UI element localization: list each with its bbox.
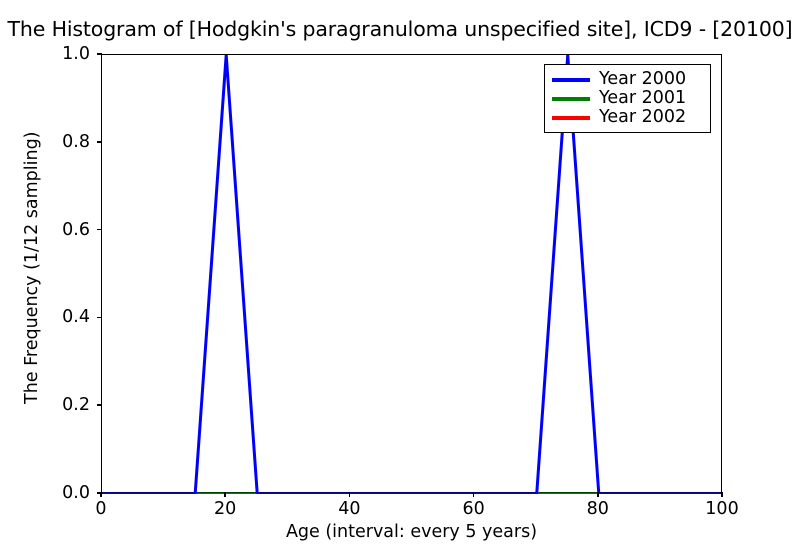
y-axis-tick-mark	[97, 316, 102, 319]
series-line	[102, 55, 723, 494]
series-plot	[102, 55, 723, 494]
y-axis-tick-mark	[97, 492, 102, 494]
legend-label: Year 2000	[599, 69, 687, 89]
x-axis-tick-label: 0	[95, 499, 107, 519]
y-axis-tick-label: 0.6	[62, 219, 90, 240]
y-axis-tick-mark	[97, 404, 102, 406]
x-axis-label: Age (interval: every 5 years)	[285, 522, 538, 542]
legend-label: Year 2001	[599, 88, 687, 108]
legend-color-swatch	[552, 96, 590, 101]
x-axis-tick-mark	[100, 492, 102, 497]
y-axis-tick-mark	[97, 228, 102, 231]
y-axis-tick-label: 0.2	[62, 395, 90, 416]
chart-legend: Year 2000 Year 2001 Year 2002	[544, 64, 711, 133]
legend-label: Year 2002	[599, 107, 687, 127]
x-axis-tick-label: 20	[214, 499, 237, 519]
y-axis-tick-mark	[97, 141, 102, 143]
x-axis-tick-mark	[472, 492, 475, 497]
x-axis-tick-label: 60	[462, 499, 485, 519]
y-axis-tick-label: 0.4	[62, 307, 90, 328]
legend-item[interactable]: Year 2002	[552, 108, 703, 127]
x-axis-tick-mark	[597, 492, 599, 497]
y-axis-tick-label: 0.8	[62, 131, 90, 152]
legend-color-swatch	[552, 115, 590, 120]
y-axis-tick-label: 1.0	[62, 44, 90, 64]
chart-title: The Histogram of [Hodgkin's paragranulom…	[7, 17, 793, 41]
legend-item[interactable]: Year 2001	[552, 89, 703, 108]
y-axis-label: The Frequency (1/12 sampling)	[22, 131, 42, 404]
legend-item[interactable]: Year 2000	[552, 70, 703, 89]
x-axis-tick-label: 40	[338, 499, 361, 519]
x-axis-tick-label: 80	[586, 499, 609, 519]
x-axis-tick-mark	[721, 492, 723, 497]
y-axis-tick-mark	[97, 53, 102, 55]
y-axis-tick-label: 0.0	[62, 483, 90, 503]
legend-color-swatch	[552, 77, 590, 82]
x-axis-tick-mark	[224, 492, 226, 497]
x-axis-tick-label: 100	[705, 499, 739, 519]
x-axis-tick-mark	[348, 492, 351, 497]
